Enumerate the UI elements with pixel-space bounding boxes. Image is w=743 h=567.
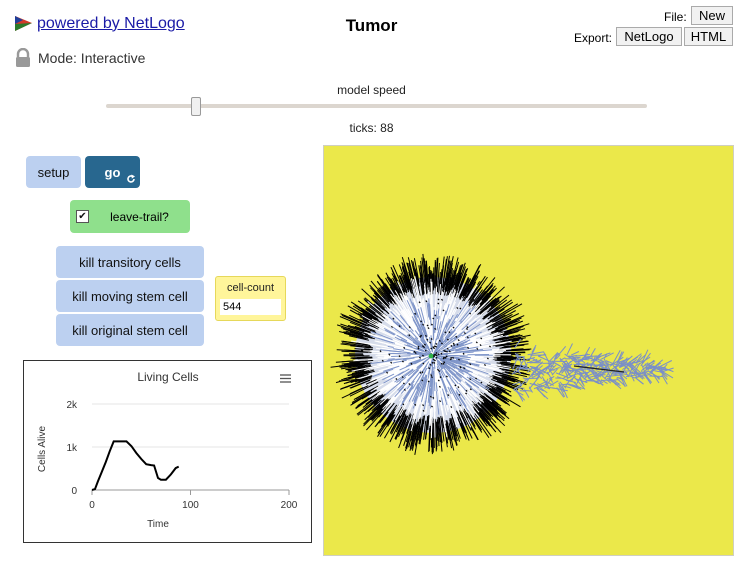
go-label: go	[104, 164, 121, 180]
chart-title: Living Cells	[137, 370, 198, 384]
y-tick-label: 1k	[66, 443, 78, 454]
chart-menu-icon[interactable]	[279, 373, 293, 385]
model-speed-label: model speed	[337, 83, 406, 97]
y-tick-label: 0	[71, 486, 77, 497]
world-view[interactable]	[323, 145, 734, 556]
tumor-cells-visualization	[330, 253, 674, 455]
leave-trail-switch[interactable]: ✔ leave-trail?	[70, 200, 190, 233]
kill-moving-stem-cell-button[interactable]: kill moving stem cell	[56, 280, 204, 312]
x-tick-label: 100	[182, 500, 199, 511]
cell-count-label: cell-count	[226, 282, 275, 294]
ticks-counter: ticks: 88	[349, 121, 394, 135]
powered-by-text[interactable]: powered by NetLogo	[37, 14, 185, 32]
lock-icon[interactable]	[14, 48, 32, 68]
mode-indicator[interactable]: Mode: Interactive	[14, 48, 145, 68]
netlogo-logo-icon	[15, 16, 32, 31]
export-netlogo-button[interactable]: NetLogo	[616, 27, 682, 46]
living-cells-chart: Living Cells 0 1k 2k 0 100 200 Time Cells Ali…	[37, 370, 298, 530]
setup-button[interactable]: setup	[26, 156, 81, 188]
file-label: File:	[664, 10, 687, 24]
export-label: Export:	[574, 31, 613, 45]
kill-original-stem-cell-button[interactable]: kill original stem cell	[56, 314, 204, 346]
cell-count-monitor: cell-count 544	[215, 276, 286, 321]
series-line	[91, 440, 180, 491]
model-speed-slider-track[interactable]	[106, 104, 647, 108]
y-tick-label: 2k	[66, 400, 78, 411]
mode-text: Mode: Interactive	[38, 50, 146, 66]
x-axis-label: Time	[147, 519, 169, 530]
kill-transitory-cells-button[interactable]: kill transitory cells	[56, 246, 204, 278]
go-button[interactable]: go	[85, 156, 140, 188]
export-html-button[interactable]: HTML	[684, 27, 733, 46]
leave-trail-label: leave-trail?	[110, 209, 169, 224]
x-tick-label: 0	[89, 500, 95, 511]
powered-by-netlogo-link[interactable]: powered by NetLogo	[14, 14, 185, 33]
x-tick-label: 200	[281, 500, 298, 511]
cell-count-value: 544	[220, 299, 281, 315]
model-speed-slider-thumb[interactable]	[191, 97, 201, 116]
y-axis-label: Cells Alive	[37, 426, 48, 473]
new-button[interactable]: New	[691, 6, 733, 25]
forever-loop-icon	[127, 174, 135, 183]
living-cells-plot: Living Cells 0 1k 2k 0 100 200 Time Cells Ali…	[23, 360, 312, 543]
leave-trail-checkbox[interactable]: ✔	[76, 210, 89, 223]
